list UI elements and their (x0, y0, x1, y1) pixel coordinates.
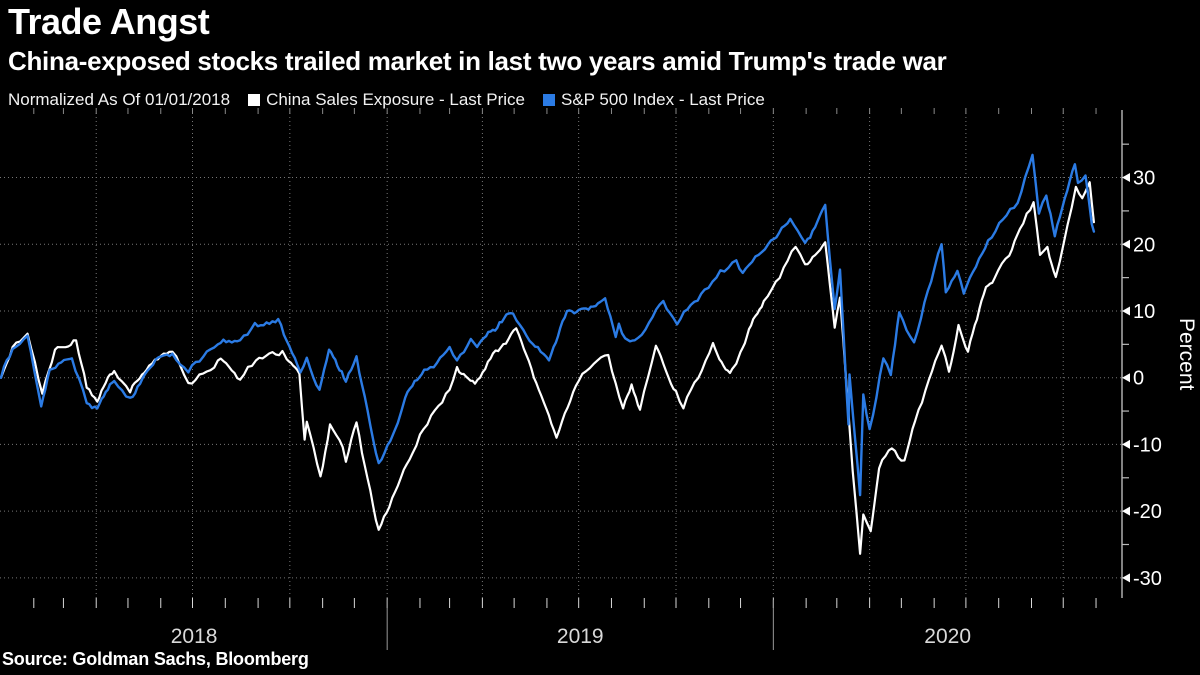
month-ticks (33, 108, 1097, 608)
y-axis: 30 20 10 0 -10 -20 -30 Percent (1121, 110, 1198, 598)
white-series-swatch-icon (248, 94, 261, 106)
svg-text:10: 10 (1133, 301, 1155, 323)
blue-series-swatch-icon (542, 94, 555, 106)
svg-text:20: 20 (1133, 234, 1155, 256)
legend-label-sp500: S&P 500 Index - Last Price (560, 90, 765, 109)
svg-text:0: 0 (1133, 368, 1144, 390)
y-axis-label: Percent (1175, 318, 1198, 391)
legend-label-china-exposure: China Sales Exposure - Last Price (266, 90, 525, 109)
sp500-line (0, 153, 1096, 497)
year-label: 2020 (924, 625, 971, 648)
chart-title: Trade Angst (8, 1, 210, 42)
series-lines (0, 153, 1096, 555)
legend-item-china-exposure: China Sales Exposure - Last Price (248, 90, 525, 110)
year-label: 2018 (171, 625, 218, 648)
svg-text:-20: -20 (1133, 501, 1162, 523)
legend-item-sp500: S&P 500 Index - Last Price (542, 90, 765, 110)
legend: Normalized As Of 01/01/2018 China Sales … (8, 90, 765, 110)
svg-text:-10: -10 (1133, 434, 1162, 456)
gridlines (0, 113, 1122, 598)
svg-text:30: 30 (1133, 168, 1155, 190)
x-axis: 2018 2019 2020 (171, 600, 971, 650)
legend-normalized-label: Normalized As Of 01/01/2018 (8, 90, 231, 109)
chart-subtitle: China-exposed stocks trailed market in l… (8, 46, 947, 76)
year-label: 2019 (557, 625, 604, 648)
source-attribution: Source: Goldman Sachs, Bloomberg (2, 649, 309, 669)
china-exposure-line (0, 181, 1095, 555)
svg-text:-30: -30 (1133, 568, 1162, 590)
